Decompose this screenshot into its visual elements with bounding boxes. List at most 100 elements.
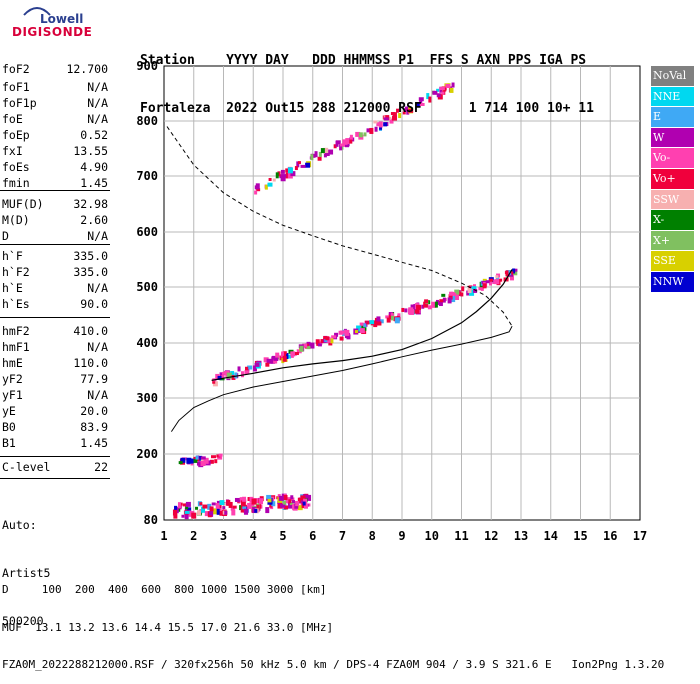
echo-point — [266, 358, 272, 364]
echo-point — [374, 126, 378, 132]
param-name: h`F — [2, 249, 23, 263]
echo-point — [219, 510, 223, 516]
echo-point — [254, 508, 258, 513]
echo-point — [244, 508, 249, 515]
x-tick-label: 16 — [603, 529, 617, 543]
param-value: 1.45 — [80, 176, 108, 190]
echo-point — [244, 370, 250, 375]
echo-point — [325, 336, 330, 341]
echo-point — [251, 503, 255, 508]
echo-point — [291, 500, 295, 504]
echo-point — [272, 178, 276, 182]
echo-point — [287, 167, 293, 174]
param-value: 90.0 — [80, 297, 108, 311]
x-tick-label: 10 — [425, 529, 439, 543]
echo-point — [189, 511, 195, 515]
x-tick-label: 11 — [454, 529, 468, 543]
echo-point — [224, 510, 228, 515]
param-value: N/A — [87, 281, 108, 295]
echo-point — [251, 498, 257, 505]
echo-point — [299, 345, 304, 352]
legend-item: W — [651, 127, 694, 148]
echo-point — [369, 320, 375, 325]
legend-item: NNW — [651, 271, 694, 292]
legend-item: NNE — [651, 86, 694, 107]
echo-point — [383, 122, 388, 127]
param-name: hmE — [2, 356, 23, 370]
x-tick-label: 1 — [160, 529, 167, 543]
echo-point — [339, 144, 343, 151]
echo-point — [432, 90, 438, 95]
param-name: B0 — [2, 420, 16, 434]
echo-point — [180, 457, 186, 463]
echo-point — [173, 512, 178, 519]
echo-point — [305, 162, 311, 168]
param-separator — [0, 190, 110, 191]
echo-point — [278, 495, 284, 501]
echo-point — [472, 284, 476, 288]
echo-point — [512, 268, 516, 274]
legend-item: NoVal — [651, 66, 694, 86]
param-name: foF2 — [2, 62, 30, 76]
echo-point — [509, 271, 514, 275]
param-name: foEs — [2, 160, 30, 174]
echo-point — [203, 458, 209, 464]
echo-point — [214, 459, 218, 464]
echo-point — [413, 304, 417, 311]
param-value: N/A — [87, 96, 108, 110]
echo-point — [469, 289, 475, 296]
echo-point — [334, 332, 339, 337]
echo-point — [285, 499, 290, 504]
legend-item: E — [651, 107, 694, 127]
echo-point — [275, 172, 279, 179]
echo-point — [265, 507, 270, 514]
echo-point — [200, 456, 206, 460]
param-name: h`E — [2, 281, 23, 295]
echo-point — [408, 108, 414, 113]
y-tick-label: 800 — [136, 114, 158, 128]
echo-point — [373, 321, 378, 328]
param-name: C-level — [2, 460, 51, 474]
echo-point — [297, 505, 303, 511]
echo-point — [385, 315, 391, 319]
echo-point — [363, 323, 367, 328]
echo-point — [323, 147, 329, 154]
param-value: 335.0 — [73, 249, 108, 263]
echo-point — [442, 297, 446, 303]
echo-point — [209, 459, 214, 464]
param-separator — [0, 317, 110, 318]
polarization-legend: NoVal NNE E W Vo- Vo+ SSW X- X+ SSE NNW — [651, 66, 694, 293]
echo-point — [187, 507, 192, 511]
echo-point — [354, 330, 358, 334]
echo-point — [256, 188, 261, 192]
echo-point — [394, 317, 400, 324]
x-tick-label: 14 — [544, 529, 558, 543]
echo-point — [324, 153, 330, 157]
echo-point — [376, 321, 382, 326]
echo-point — [192, 458, 198, 463]
echo-point — [273, 359, 278, 364]
param-value: 1.45 — [80, 436, 108, 450]
echo-point — [247, 365, 253, 370]
echo-point — [195, 455, 199, 460]
echo-point — [275, 352, 280, 358]
echo-point — [284, 505, 289, 510]
echo-point — [340, 330, 346, 334]
echo-point — [254, 190, 258, 195]
echo-point — [347, 139, 353, 144]
echo-point — [339, 336, 344, 341]
echo-point — [363, 132, 367, 137]
echo-point — [185, 501, 191, 507]
echo-point — [416, 304, 422, 310]
echo-point — [461, 286, 465, 292]
legend-item: X- — [651, 210, 694, 230]
echo-point — [359, 328, 365, 334]
echo-point — [376, 316, 381, 323]
param-value: N/A — [87, 112, 108, 126]
echo-point — [272, 355, 277, 359]
echo-point — [296, 349, 302, 354]
footer-distance-line: D 100 200 400 600 800 1000 1500 3000 [km… — [2, 583, 327, 596]
y-tick-label: 300 — [136, 391, 158, 405]
echo-point — [204, 511, 210, 517]
echo-point — [297, 497, 301, 503]
